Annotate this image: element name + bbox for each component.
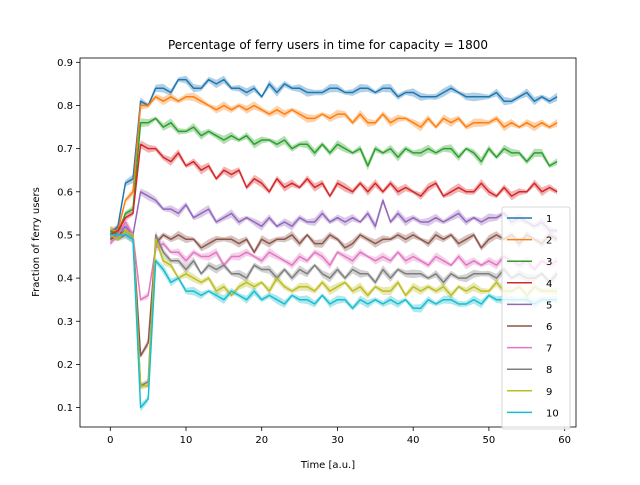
legend-label-3: 3 <box>546 257 552 268</box>
x-tick-label: 30 <box>331 435 344 446</box>
y-axis-ticks: 0.1 0.2 0.3 0.4 0.5 0.6 0.7 0.8 0.9 <box>57 58 80 414</box>
x-tick-label: 10 <box>180 435 193 446</box>
y-tick-label: 0.3 <box>57 317 73 328</box>
x-axis-label: Time [a.u.] <box>300 460 355 471</box>
series-line-7 <box>109 221 558 301</box>
y-tick-label: 0.2 <box>57 360 73 371</box>
series-line-2 <box>110 96 558 232</box>
legend-label-10: 10 <box>546 408 559 419</box>
y-tick-label: 0.8 <box>57 101 73 112</box>
legend-label-6: 6 <box>546 322 552 333</box>
legend-label-5: 5 <box>546 300 552 311</box>
series-band-5 <box>110 188 558 243</box>
series-line-6 <box>109 229 558 357</box>
legend-label-8: 8 <box>546 365 552 376</box>
y-tick-label: 0.5 <box>57 230 73 241</box>
series-lines <box>109 78 558 409</box>
series-band-1 <box>110 75 558 239</box>
y-tick-label: 0.1 <box>57 403 73 414</box>
x-tick-label: 20 <box>255 435 268 446</box>
series-line-4 <box>109 143 558 236</box>
series-line-3 <box>109 117 558 236</box>
chart-title: Percentage of ferry users in time for ca… <box>168 38 488 52</box>
series-band-3 <box>110 116 558 239</box>
x-tick-label: 60 <box>558 435 571 446</box>
y-tick-label: 0.9 <box>57 58 73 69</box>
x-tick-label: 40 <box>407 435 420 446</box>
series-line-1 <box>109 78 558 236</box>
legend-label-4: 4 <box>546 279 552 290</box>
plot-frame <box>79 57 577 428</box>
legend: 1 2 3 4 5 6 7 8 9 10 <box>501 206 571 430</box>
y-axis-label: Fraction of ferry users <box>31 187 42 297</box>
series-line-5 <box>109 191 558 240</box>
y-tick-label: 0.4 <box>57 274 73 285</box>
series-line-8 <box>109 234 558 387</box>
legend-label-2: 2 <box>546 236 552 247</box>
legend-label-1: 1 <box>546 214 552 225</box>
x-tick-label: 50 <box>483 435 496 446</box>
series-line-9 <box>109 229 558 387</box>
x-tick-label: 0 <box>107 435 113 446</box>
legend-label-9: 9 <box>546 387 552 398</box>
series-line-10 <box>110 234 558 409</box>
legend-label-7: 7 <box>546 344 552 355</box>
y-tick-label: 0.7 <box>57 144 73 155</box>
legend-box <box>501 206 571 430</box>
y-tick-label: 0.6 <box>57 187 73 198</box>
